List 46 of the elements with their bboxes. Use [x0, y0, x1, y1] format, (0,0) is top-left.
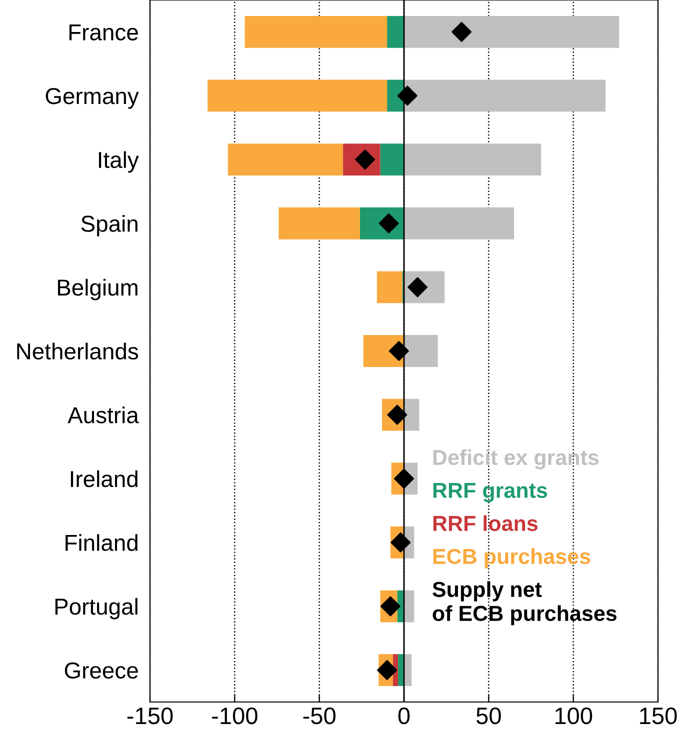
bar — [278, 207, 360, 240]
x-tick-label: -50 — [303, 707, 336, 724]
bar — [387, 16, 404, 48]
bar — [404, 335, 438, 367]
point — [377, 660, 398, 680]
y-tick-label: Belgium — [58, 278, 138, 300]
y-tick-label: Italy — [98, 151, 139, 173]
y-tick-label: Netherlands — [17, 342, 138, 360]
bar — [398, 654, 404, 686]
x-tick-label: -150 — [127, 707, 173, 724]
bar — [404, 654, 412, 686]
bar — [228, 144, 344, 176]
y-tick-label: Finland — [66, 534, 138, 551]
point — [394, 468, 414, 489]
series-label: ECB purchases — [433, 548, 590, 568]
series-label: Deficit ex grants — [433, 449, 599, 470]
point — [397, 86, 418, 106]
bar — [404, 16, 620, 48]
bar — [376, 271, 402, 304]
bar — [208, 80, 388, 112]
bar — [404, 80, 606, 112]
bar — [404, 398, 420, 431]
bar — [380, 144, 404, 176]
point — [380, 596, 400, 616]
point — [390, 532, 411, 552]
x-tick-label: 50 — [476, 707, 501, 724]
bar — [404, 144, 542, 176]
x-tick-label: 100 — [555, 707, 592, 724]
series-label: Supply net of ECB purchases — [432, 581, 616, 626]
x-tick-label: -100 — [212, 707, 258, 724]
x-tick-label: 150 — [640, 707, 677, 724]
y-tick-label: Austria — [68, 406, 139, 424]
bar — [404, 207, 514, 240]
y-tick-label: Ireland — [70, 470, 138, 488]
y-tick-label: Greece — [64, 662, 138, 679]
y-tick-label: Portugal — [55, 598, 138, 620]
point — [452, 22, 472, 42]
x-tick-label: 0 — [398, 707, 410, 724]
text: RRF loans — [433, 515, 538, 532]
y-tick-label: Spain — [81, 215, 138, 236]
bar — [244, 16, 388, 48]
text: RRF grants — [433, 482, 548, 502]
y-tick-label: France — [69, 24, 138, 40]
point — [388, 340, 409, 362]
y-tick-label: Germany — [46, 88, 139, 109]
bar — [404, 590, 414, 622]
